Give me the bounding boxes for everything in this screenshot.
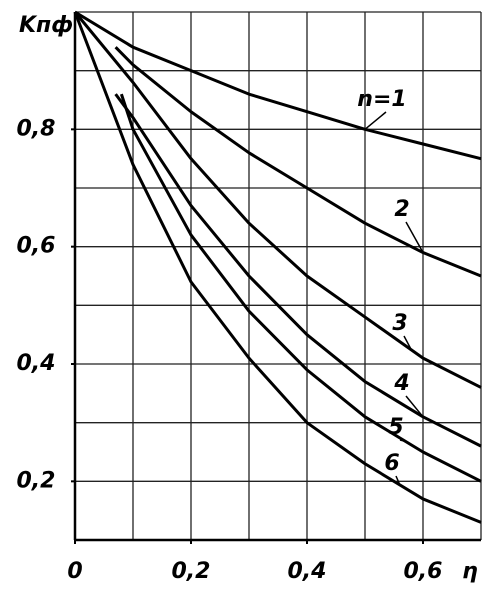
y-tick-label: 0,8	[17, 116, 56, 141]
legend-label: 5	[388, 415, 403, 440]
leader-line	[403, 335, 413, 351]
curve	[74, 10, 482, 161]
x-tick-label: 0,6	[404, 559, 443, 584]
legend-label: 3	[392, 311, 407, 336]
y-tick-label: 0,6	[17, 234, 56, 259]
x-tick-label: 0,2	[172, 559, 211, 584]
curve	[119, 93, 482, 483]
x-axis-label: η	[462, 559, 478, 584]
curve	[114, 93, 482, 448]
leader-line	[395, 475, 401, 486]
legend-label: n=1	[357, 87, 406, 112]
legend-label: 2	[394, 197, 409, 222]
y-tick-label: 0,2	[17, 468, 56, 493]
curve	[73, 11, 482, 389]
legend-label: 6	[384, 451, 399, 476]
legend-label: 4	[393, 371, 409, 396]
curve	[73, 11, 482, 524]
curve	[114, 46, 482, 278]
leader-line	[405, 221, 424, 253]
y-axis-label: Kпф	[19, 13, 73, 38]
leader-line	[364, 111, 387, 130]
x-tick-label: 0,4	[288, 559, 327, 584]
leader-line	[399, 439, 406, 443]
y-tick-label: 0,4	[17, 351, 56, 376]
x-tick-label: 0	[67, 559, 82, 584]
leader-line	[405, 395, 424, 418]
